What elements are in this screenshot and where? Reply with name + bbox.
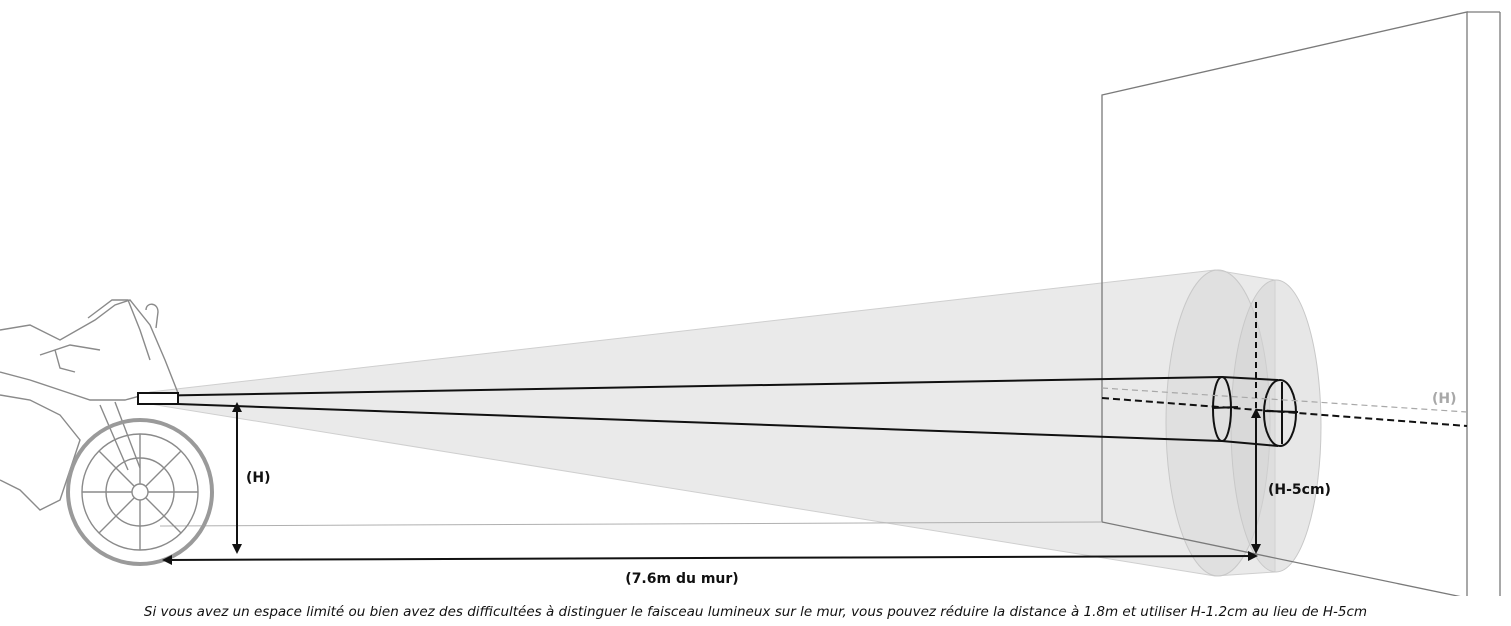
front-wheel-tire <box>66 418 214 566</box>
motorcycle-handlebar <box>39 344 101 373</box>
distance-label: (7.6m du mur) <box>625 571 738 587</box>
wide-cone-end-inner <box>1230 279 1322 573</box>
headlight <box>137 392 179 405</box>
beam-upper-edge <box>139 376 1223 397</box>
motorcycle-fork <box>99 401 141 471</box>
beam-lower-edge-2 <box>1221 440 1279 447</box>
caption: Si vous avez un espace limité ou bien av… <box>143 604 1368 620</box>
target-reference-dashed <box>1101 397 1468 427</box>
wheel-hub <box>131 483 149 501</box>
distance-arrow <box>162 551 1258 565</box>
headlight-alignment-diagram: (H) (H-5cm) (7.6m du mur) (H) <box>0 11 1501 596</box>
wall-height-label: (H) <box>1432 391 1457 407</box>
beam-lower-edge <box>177 403 1223 442</box>
motorcycle-windscreen <box>87 299 151 361</box>
height-reference-dashed <box>1101 387 1468 413</box>
wheel-spokes <box>82 434 198 550</box>
motorcycle <box>0 299 214 566</box>
motorcycle-mirror <box>145 303 159 329</box>
target-height-label: (H-5cm) <box>1268 482 1331 498</box>
ground-line <box>159 521 1103 527</box>
beam-ring-back <box>1263 379 1297 447</box>
motorcycle-fairing <box>0 299 179 401</box>
height-label: (H) <box>246 470 271 486</box>
beam-upper-edge-2 <box>1221 376 1279 381</box>
beam-ring-front <box>1212 376 1232 442</box>
